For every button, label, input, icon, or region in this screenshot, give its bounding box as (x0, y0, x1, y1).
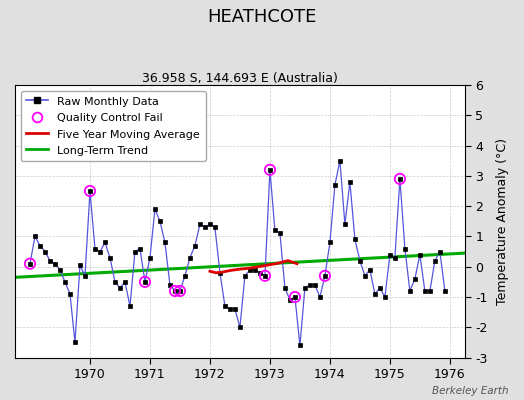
Point (321, 273, 329, 279)
Point (261, 273, 269, 279)
Text: Berkeley Earth: Berkeley Earth (432, 386, 508, 396)
Point (141, 279, 149, 285)
Point (171, 288, 179, 294)
Point (86, 188, 94, 194)
Point (26, 260, 34, 267)
Y-axis label: Temperature Anomaly (°C): Temperature Anomaly (°C) (496, 138, 509, 305)
Title: 36.958 S, 144.693 E (Australia): 36.958 S, 144.693 E (Australia) (142, 72, 338, 85)
Legend: Raw Monthly Data, Quality Control Fail, Five Year Moving Average, Long-Term Tren: Raw Monthly Data, Quality Control Fail, … (20, 90, 205, 162)
Point (266, 167, 274, 173)
Point (291, 294, 299, 300)
Point (176, 288, 184, 294)
Point (396, 176, 404, 182)
Text: HEATHCOTE: HEATHCOTE (208, 8, 316, 26)
